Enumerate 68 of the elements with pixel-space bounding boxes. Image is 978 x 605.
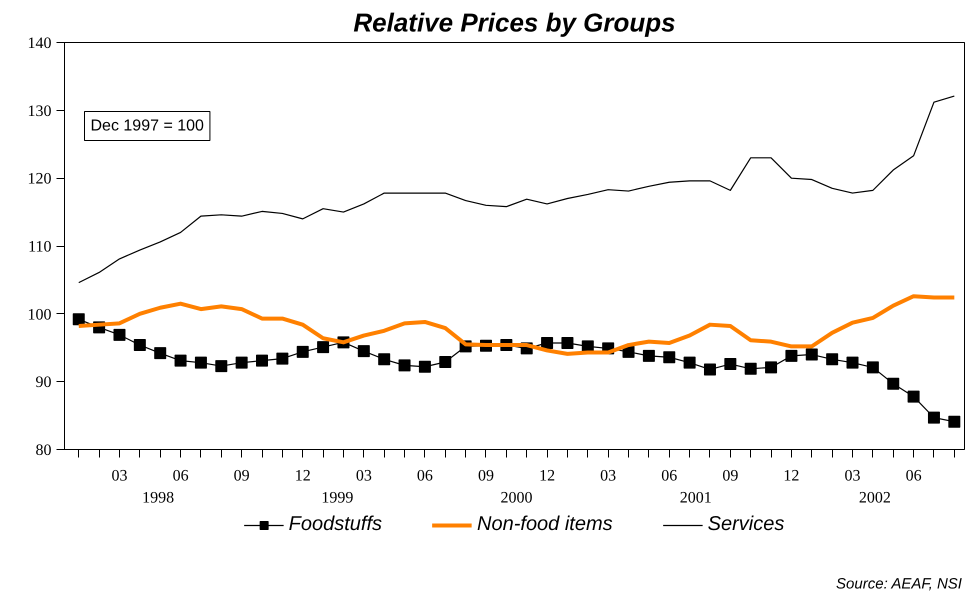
- point: [684, 356, 696, 369]
- x-tick-label: 09: [478, 468, 494, 484]
- point: [826, 353, 838, 366]
- source-note: Source: AEAF, NSI: [836, 576, 962, 592]
- point: [236, 356, 248, 369]
- point: [215, 360, 228, 372]
- y-tick-label: 120: [28, 170, 52, 188]
- point: [908, 390, 920, 403]
- legend-label: Services: [708, 513, 784, 536]
- point: [663, 351, 676, 364]
- text: 1998: [142, 490, 174, 506]
- point: [439, 356, 452, 368]
- text: 2000: [500, 490, 533, 506]
- point: [154, 347, 166, 360]
- point: [174, 354, 187, 367]
- point: [541, 337, 554, 349]
- point: [134, 339, 146, 352]
- x-tick-label: 06: [906, 468, 922, 484]
- y-tick-label: 90: [36, 374, 52, 392]
- point: [785, 350, 798, 362]
- x-tick-label: 09: [722, 468, 738, 484]
- y-tick-label: 110: [28, 238, 52, 256]
- point: [642, 350, 655, 362]
- point: [276, 352, 288, 365]
- point: [418, 360, 431, 373]
- point: [398, 359, 411, 372]
- y-tick-label: 100: [28, 306, 52, 324]
- x-tick-label: 06: [416, 468, 433, 484]
- x-tick-label: 03: [111, 468, 128, 484]
- point: [846, 356, 859, 369]
- x-tick-label: 12: [294, 468, 311, 484]
- x-tick-label: 03: [600, 468, 616, 484]
- point: [806, 348, 818, 361]
- point: [561, 337, 574, 349]
- y-tick-label: 80: [36, 442, 52, 459]
- point: [378, 353, 390, 366]
- x-tick-label: 03: [844, 468, 861, 484]
- point: [256, 354, 268, 367]
- x-tick-label: 06: [661, 468, 678, 484]
- legend-label: Foodstuffs: [288, 513, 382, 536]
- point: [887, 378, 900, 390]
- y-tick-label: 140: [28, 35, 52, 52]
- point: [358, 345, 370, 358]
- point: [948, 416, 960, 428]
- point: [317, 341, 330, 354]
- point: [724, 358, 736, 370]
- point: [194, 356, 207, 369]
- x-tick-label: 09: [234, 468, 250, 484]
- text: 2001: [680, 490, 712, 506]
- point: [113, 328, 126, 341]
- point: [765, 361, 778, 374]
- annotation: Dec 1997 = 100: [90, 118, 204, 134]
- x-tick-label: 12: [539, 468, 556, 484]
- x-tick-label: 03: [356, 468, 372, 484]
- y-tick-label: 130: [28, 102, 52, 120]
- point: [72, 313, 85, 326]
- text: 2002: [858, 490, 891, 506]
- point: [744, 362, 757, 375]
- point: [866, 361, 879, 374]
- x-tick-label: 12: [783, 468, 800, 484]
- line-series: [78, 95, 955, 284]
- text: 1999: [321, 490, 354, 506]
- point: [928, 412, 940, 424]
- point: [296, 346, 309, 358]
- chart-title: Relative Prices by Groups: [353, 8, 676, 38]
- legend-label: Non-food items: [477, 513, 613, 536]
- point: [704, 363, 716, 376]
- x-tick-label: 06: [172, 468, 189, 484]
